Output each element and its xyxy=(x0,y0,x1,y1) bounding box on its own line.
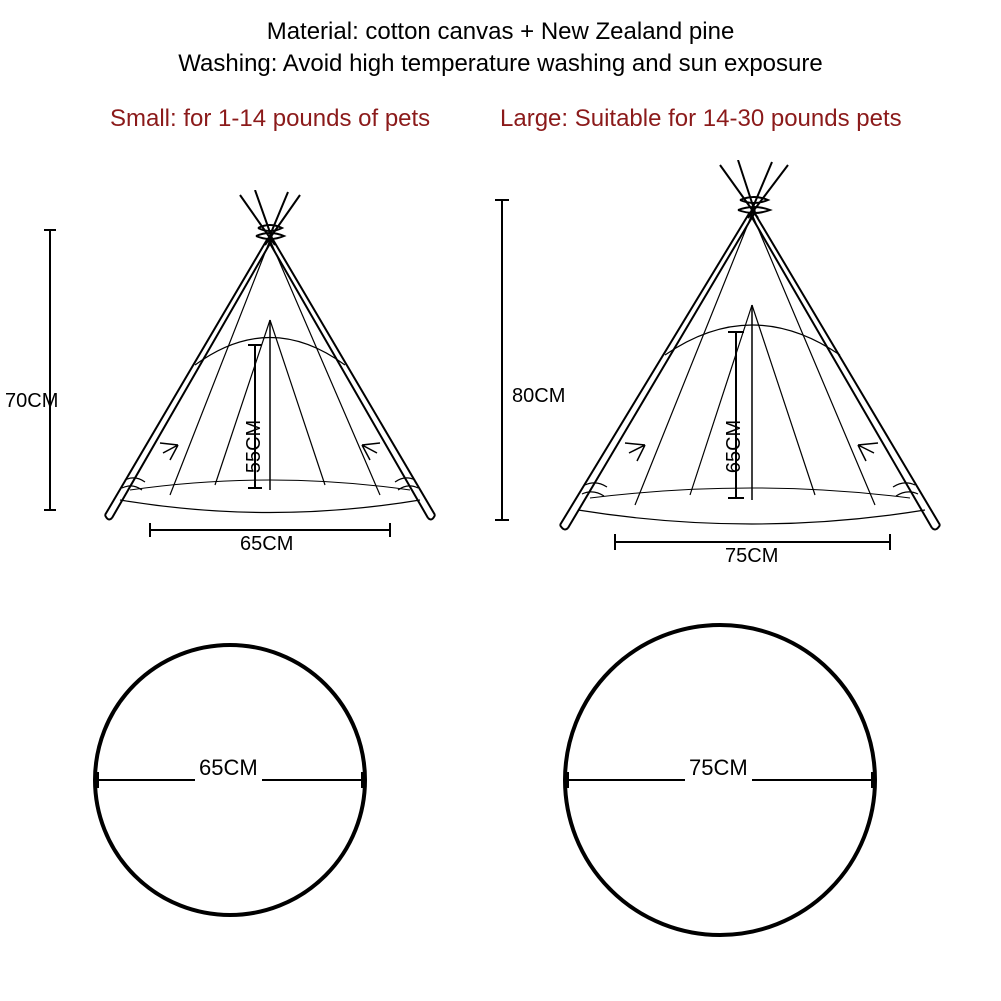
small-width-label: 65CM xyxy=(240,533,293,556)
header-material: Material: cotton canvas + New Zealand pi… xyxy=(0,18,1001,46)
small-tent-diagram: 70CM 55CM 65CM xyxy=(40,190,450,550)
large-height-label: 80CM xyxy=(512,385,565,408)
small-circle-label: 65CM xyxy=(195,755,262,781)
large-inner-height-label: 65CM xyxy=(723,420,746,473)
small-height-label: 70CM xyxy=(5,390,58,413)
washing-text: Washing: Avoid high temperature washing … xyxy=(178,50,822,77)
header-washing: Washing: Avoid high temperature washing … xyxy=(0,50,1001,78)
large-circle-diagram: 75CM xyxy=(560,620,880,940)
large-label-text: Large: Suitable for 14-30 pounds pets xyxy=(500,105,902,132)
large-tent-diagram: 80CM 65CM 75CM xyxy=(490,160,960,560)
large-circle-label: 75CM xyxy=(685,755,752,781)
small-label-text: Small: for 1-14 pounds of pets xyxy=(110,105,430,132)
large-size-label: Large: Suitable for 14-30 pounds pets xyxy=(500,105,902,133)
material-text: Material: cotton canvas + New Zealand pi… xyxy=(267,18,735,45)
small-circle-diagram: 65CM xyxy=(90,640,370,920)
large-width-label: 75CM xyxy=(725,545,778,568)
small-inner-height-label: 55CM xyxy=(243,420,266,473)
large-tent-svg xyxy=(490,160,960,560)
small-size-label: Small: for 1-14 pounds of pets xyxy=(110,105,430,133)
small-tent-svg xyxy=(40,190,450,550)
